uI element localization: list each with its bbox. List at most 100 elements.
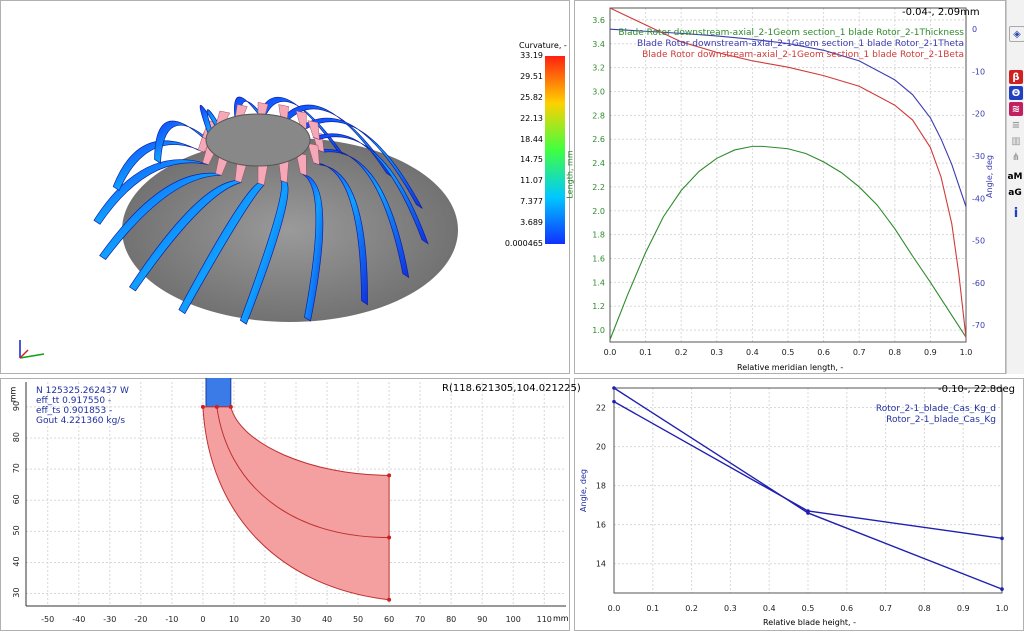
bottom-line-chart[interactable]: 0.0 0.1 0.2 0.3 0.4 0.5 0.6 0.7 0.8 0.9 1.0 22 20 18 1…: [574, 378, 1024, 631]
y-left-tick-label: 1.0: [592, 326, 605, 335]
data-point: [1000, 536, 1004, 541]
lines-icon[interactable]: ≡: [1011, 119, 1021, 131]
impeller-3d-view[interactable]: [0, 0, 570, 374]
top-chart-ylabel-left: Length, mm: [565, 150, 575, 199]
x-tick-label: 0.6: [840, 604, 853, 613]
info-n: N 125325.262437 W: [36, 386, 129, 396]
bottom-chart-pane[interactable]: [574, 378, 1024, 631]
y-left-tick-label: 2.4: [592, 159, 605, 168]
blade: [257, 97, 344, 155]
y-tick-label: 22: [596, 404, 606, 413]
colorbar-tick-label: 14.75: [520, 155, 543, 165]
x-tick-label: 0.8: [918, 604, 931, 613]
x-tick-label: 0.0: [604, 348, 617, 357]
top-chart-ylabel-right: Angle, deg: [984, 155, 994, 198]
bottom-chart-xlabel: Relative blade height, -: [763, 618, 857, 627]
bottom-chart-ylabel: Angle, deg: [578, 469, 588, 512]
colorbar-tick-label: 0.000465: [504, 239, 543, 248]
x-tick-label: 0.1: [639, 348, 652, 357]
top-chart-legend: Blade Rotor downstream-axial_2-1Geom sec…: [618, 28, 964, 61]
y-tick-label: 70: [12, 463, 21, 473]
top-line-chart[interactable]: 0.0 0.1 0.2 0.3 0.4 0.5 0.6 0.7 0.8 0.9 1.0 3.6 3.4 3…: [574, 0, 1006, 374]
y-tick-label: 60: [12, 494, 21, 504]
colorbar-tick-label: 3.689: [520, 218, 543, 228]
colorbar-tick-label: 29.51: [520, 71, 543, 81]
control-point: [387, 535, 392, 540]
y-tick-label: 18: [596, 482, 606, 491]
y-right-tick-label: -10: [972, 67, 985, 76]
beta-series-line: [609, 7, 967, 338]
y-right-tick-label: -70: [972, 321, 985, 330]
x-tick-label: 1.0: [996, 604, 1009, 613]
am-icon[interactable]: aM: [1007, 172, 1023, 182]
ag-icon[interactable]: aG: [1008, 188, 1022, 198]
x-tick-label: 0.5: [802, 604, 815, 613]
meridional-view[interactable]: -50 -40 -30 -20 -10 0 10 20 30 40 50 60 70 80 90 100 110…: [0, 378, 570, 631]
control-point: [387, 597, 392, 602]
legend-cas-kg: Rotor_2-1_blade_Cas_Kg: [886, 415, 996, 425]
y-left-tick-label: 1.6: [592, 255, 605, 264]
view-icon[interactable]: ◈: [1009, 26, 1024, 42]
blade: [239, 179, 289, 325]
blade-leading-edge: [307, 143, 320, 165]
x-tick-label: -10: [165, 615, 178, 624]
x-tick-label: -30: [103, 615, 116, 624]
colorbar-tick-label: 7.377: [520, 197, 543, 207]
y-left-tick-label: 3.2: [592, 64, 605, 73]
blade: [312, 133, 429, 245]
y-tick-label: 90: [12, 401, 21, 411]
x-tick-label: 0: [200, 615, 205, 624]
x-tick-label: 0.9: [957, 604, 970, 613]
colorbar-tick-label: 33.19: [520, 51, 543, 60]
control-point: [214, 404, 219, 409]
y-left-tick-label: 2.0: [592, 207, 605, 216]
y-tick-label: 30: [12, 588, 21, 598]
split-icon[interactable]: ⋔: [1011, 151, 1021, 163]
meridional-readout: R(118.621305,104.021225): [442, 383, 581, 394]
y-tick-label: 40: [12, 556, 21, 566]
colorbar-tick-label: 22.13: [520, 113, 543, 123]
x-tick-label: 1.0: [960, 348, 973, 357]
control-point: [387, 473, 392, 478]
data-point: [612, 399, 616, 404]
y-right-tick-label: -50: [972, 237, 985, 246]
blade: [178, 182, 265, 315]
colorbar-tick-label: 18.44: [520, 134, 543, 144]
bottom-chart-readout: -0.10-, 22.8deg: [938, 384, 1015, 395]
blade: [154, 120, 209, 164]
y-tick-label: 50: [12, 525, 21, 535]
meridional-unit-left: mm: [8, 386, 18, 403]
x-tick-label: 0.8: [888, 348, 901, 357]
control-point: [228, 404, 233, 409]
y-left-tick-label: 3.6: [592, 16, 605, 25]
control-point: [200, 404, 205, 409]
hub-cap: [205, 113, 311, 167]
bars-icon[interactable]: ▥: [1011, 135, 1021, 147]
y-right-tick-label: -30: [972, 152, 985, 161]
info-icon[interactable]: i: [1013, 205, 1019, 221]
y-left-tick-label: 1.8: [592, 231, 605, 240]
legend-beta: Blade Rotor downstream-axial_2-1Geom sec…: [642, 50, 964, 60]
colorbar: [545, 56, 565, 244]
y-right-tick-label: -20: [972, 110, 985, 119]
beta-icon[interactable]: β: [1009, 70, 1023, 84]
blade-icon[interactable]: ≋: [1009, 102, 1023, 116]
x-tick-label: 0.4: [763, 604, 776, 613]
x-tick-label: 0.0: [608, 604, 621, 613]
y-right-tick-label: 0: [972, 25, 977, 34]
x-tick-label: 20: [260, 615, 270, 624]
legend-theta: Blade Rotor downstream-axial_2-1Geom sec…: [637, 39, 964, 49]
thickness-series-line: [609, 145, 967, 340]
x-tick-label: 30: [291, 615, 301, 624]
x-tick-label: -50: [41, 615, 54, 624]
blade: [93, 159, 209, 225]
x-tick-label: 110: [537, 615, 552, 624]
theta-icon[interactable]: Θ: [1009, 86, 1023, 100]
y-right-tick-label: -40: [972, 194, 985, 203]
y-left-tick-label: 1.2: [592, 302, 605, 311]
info-eff-ts: eff_ts 0.901853 -: [36, 406, 113, 416]
x-tick-label: 90: [477, 615, 487, 624]
x-tick-label: -20: [134, 615, 147, 624]
x-tick-label: 40: [322, 615, 332, 624]
theta-series-line: [609, 28, 967, 207]
